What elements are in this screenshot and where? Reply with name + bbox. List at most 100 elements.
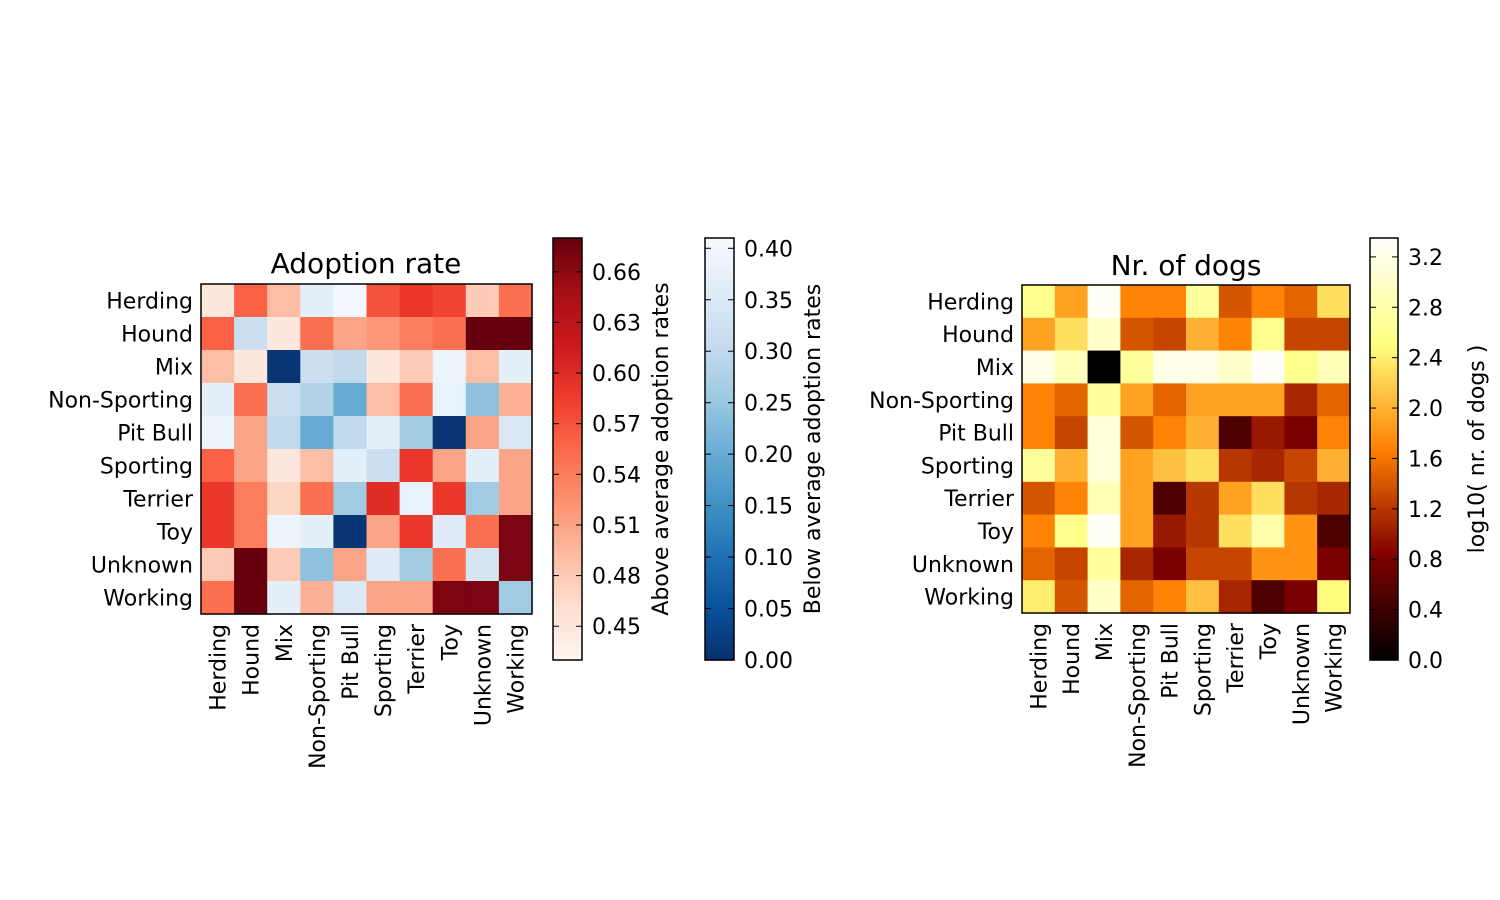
colorbar-gradient-step — [1370, 501, 1398, 506]
col-label: Herding — [1027, 623, 1052, 710]
colorbar-gradient-step — [553, 280, 582, 285]
colorbar-tick-label: 0.05 — [744, 598, 793, 623]
row-label: Sporting — [100, 455, 193, 480]
heatmap-cell — [1022, 383, 1056, 417]
heatmap-cell — [1218, 547, 1253, 581]
colorbar-gradient-step — [553, 445, 582, 450]
colorbar-gradient-step — [1370, 339, 1398, 345]
heatmap-cell — [201, 350, 235, 384]
heatmap-cell — [498, 482, 533, 516]
colorbar-tick-label: 0.63 — [592, 311, 641, 336]
colorbar-gradient-step — [1370, 638, 1398, 644]
colorbar-gradient-step — [705, 498, 734, 503]
colorbar-gradient-step — [1370, 494, 1398, 499]
colorbar-tick-label: 0.4 — [1408, 599, 1443, 624]
col-label: Working — [505, 624, 530, 714]
colorbar-gradient-step — [553, 540, 582, 545]
colorbar-gradient-step — [1370, 628, 1398, 633]
heatmap-cell — [1087, 350, 1121, 384]
colorbar-gradient-step — [553, 610, 582, 615]
colorbar-gradient-step — [705, 382, 734, 387]
colorbar-gradient-step — [705, 445, 734, 450]
colorbar-gradient-step — [553, 357, 582, 362]
colorbar-gradient-step — [1370, 540, 1398, 545]
colorbar-gradient-step — [1370, 582, 1398, 587]
colorbar-gradient-step — [1370, 301, 1398, 306]
col-label: Toy — [438, 624, 463, 661]
heatmap-cell — [300, 317, 334, 351]
colorbar-gradient-step — [1370, 438, 1398, 443]
colorbar-gradient-step — [1370, 491, 1398, 496]
row-label: Sporting — [921, 454, 1014, 479]
heatmap-cell — [1186, 481, 1220, 516]
colorbar-gradient-step — [705, 565, 734, 570]
heatmap-cell — [333, 383, 368, 417]
heatmap-cell — [1022, 416, 1056, 450]
colorbar-gradient-step — [705, 343, 734, 348]
colorbar-gradient-step — [1370, 325, 1398, 331]
colorbar-gradient-step — [1370, 515, 1398, 520]
heatmap-cell — [333, 482, 368, 516]
heatmap-cell — [1284, 350, 1318, 384]
heatmap-cell — [1284, 416, 1318, 450]
colorbar-gradient-step — [705, 290, 734, 295]
colorbar-gradient-step — [553, 375, 582, 380]
colorbar-gradient-step — [1370, 241, 1398, 246]
colorbar-gradient-step — [553, 255, 582, 260]
heatmap-cell — [432, 548, 467, 582]
colorbar-gradient-step — [1370, 519, 1398, 524]
heatmap-cell — [1120, 285, 1154, 319]
colorbar-gradient-step — [705, 301, 734, 306]
colorbar-gradient-step — [1370, 621, 1398, 626]
colorbar-gradient-step — [1370, 589, 1398, 594]
colorbar-gradient-step — [553, 624, 582, 629]
colorbar-gradient-step — [705, 364, 734, 369]
colorbar-gradient-step — [553, 579, 582, 584]
colorbar-gradient-step — [1370, 269, 1398, 274]
heatmap-cell — [300, 350, 334, 384]
heatmap-cell — [1153, 580, 1187, 614]
colorbar-gradient-step — [705, 593, 734, 598]
heatmap-cell — [1153, 383, 1187, 417]
adoption-rate-title: Adoption rate — [271, 247, 462, 280]
colorbar-gradient-step — [553, 304, 582, 309]
colorbar-gradient-step — [705, 245, 734, 250]
colorbar-gradient-step — [705, 501, 734, 506]
colorbar-gradient-step — [1370, 642, 1398, 647]
colorbar-gradient-step — [553, 543, 582, 549]
colorbar-gradient-step — [705, 550, 734, 556]
heatmap-cell — [201, 317, 235, 351]
colorbar-gradient-step — [553, 572, 582, 577]
heatmap-cell — [1120, 317, 1154, 352]
colorbar-tick-label: 0.15 — [744, 495, 793, 520]
colorbar-gradient-step — [705, 248, 734, 253]
colorbar-gradient-step — [553, 339, 582, 345]
heatmap-cell — [234, 548, 268, 582]
heatmap-cell — [1054, 416, 1089, 450]
colorbar-gradient-step — [553, 322, 582, 327]
colorbar-gradient-step — [553, 494, 582, 499]
heatmap-cell — [498, 449, 533, 483]
col-label: Mix — [273, 624, 298, 662]
colorbar-gradient-step — [705, 354, 734, 359]
colorbar-gradient-step — [553, 508, 582, 513]
colorbar-gradient-step — [553, 269, 582, 274]
heatmap-cell — [432, 383, 467, 417]
colorbar-gradient-step — [705, 368, 734, 373]
colorbar-gradient-step — [705, 311, 734, 316]
colorbar-gradient-step — [1370, 318, 1398, 323]
colorbar-gradient-step — [553, 456, 582, 461]
colorbar-gradient-step — [705, 631, 734, 636]
colorbar-gradient-step — [705, 385, 734, 390]
colorbar-tick-label: 0.60 — [592, 362, 641, 387]
heatmap-cell — [399, 317, 434, 351]
colorbar-gradient-step — [553, 628, 582, 633]
colorbar-frame — [704, 237, 735, 661]
heatmap-cell — [399, 383, 434, 417]
heatmap-cell — [366, 581, 401, 615]
row-label: Working — [103, 587, 193, 612]
colorbar-gradient-step — [1370, 392, 1398, 397]
heatmap-cell — [1054, 350, 1089, 384]
colorbar-gradient-step — [553, 248, 582, 253]
colorbar-gradient-step — [705, 389, 734, 394]
